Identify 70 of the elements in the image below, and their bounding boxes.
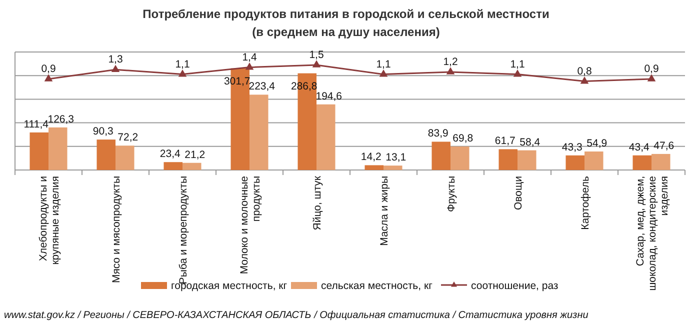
legend-label: сельская местность, кг: [321, 280, 433, 292]
data-label: 54,9: [586, 137, 608, 150]
point: [178, 69, 187, 77]
data-label: 13,1: [386, 152, 406, 164]
bar: [432, 142, 450, 170]
data-label: 83,9: [428, 128, 448, 140]
chart-title: Потребление продуктов питания в городской и сельской местности: [142, 7, 550, 21]
data-label: 47,6: [654, 140, 674, 152]
point: [245, 62, 254, 70]
data-label: 1,1: [510, 58, 525, 70]
point: [379, 69, 388, 77]
data-label: 194,6: [316, 90, 342, 102]
x-tick-label: Овощи: [512, 176, 524, 210]
bar: [632, 155, 652, 170]
bar: [116, 146, 134, 170]
data-label: 58,4: [520, 136, 540, 148]
text: www.stat.gov.kz / Регионы / СЕВЕРО-КАЗАХСТАНСКАЯ ОБЛАСТЬ / Официальная статистика / Статистика уровня жизни: [4, 310, 589, 321]
x-tick-label: Сахар, мед, джем, шоколад, кондитерские изделия: [634, 176, 670, 291]
data-label: 0,8: [577, 65, 592, 78]
bar: [164, 162, 182, 170]
data-label: 14,2: [360, 151, 382, 164]
point: [513, 69, 522, 77]
x-tick-label: Молоко и молочные продукты: [238, 176, 262, 274]
data-label: 0,9: [41, 62, 56, 75]
data-label: 72,2: [118, 132, 138, 144]
bar: [498, 149, 518, 170]
x-tick-label: Хлебопродукты и крупяные изделия: [38, 176, 62, 265]
bar: [96, 140, 116, 170]
bar: [364, 165, 384, 170]
data-label: 1,1: [175, 58, 190, 70]
point: [580, 76, 589, 84]
data-label: 111,4: [24, 118, 49, 130]
bar: [518, 150, 536, 170]
legend-label: соотношение, раз: [471, 280, 558, 292]
point: [446, 67, 455, 74]
data-label: 1,4: [242, 51, 257, 64]
data-label: 1,5: [309, 48, 324, 61]
x-tick-label: Фрукты: [446, 176, 458, 212]
data-label: 43,4: [628, 141, 650, 154]
data-label: 90,3: [92, 126, 114, 138]
data-label: 1,1: [376, 58, 391, 70]
bar: [584, 151, 604, 170]
data-label: 1,3: [108, 54, 123, 66]
bar: [316, 104, 336, 170]
data-label: 61,7: [494, 135, 516, 148]
x-tick-label: Мясо и мясопродукты: [110, 176, 122, 284]
bar: [182, 162, 202, 170]
data-label: 69,8: [452, 132, 474, 144]
point: [111, 64, 120, 72]
chart-subtitle: (в среднем на душу населения): [252, 25, 440, 39]
point: [44, 74, 53, 82]
data-label: 23,4: [160, 148, 180, 160]
data-label: 43,3: [562, 141, 582, 154]
data-label: 0,9: [644, 62, 659, 75]
bar: [250, 94, 268, 170]
x-tick-label: Рыба и морепродукты: [178, 176, 190, 284]
data-label: 126,3: [48, 113, 74, 126]
bar: [384, 166, 402, 170]
x-tick-label: Яйцо, штук: [312, 176, 324, 230]
bar: [30, 132, 48, 170]
x-tick-label: Картофель: [580, 175, 592, 230]
x-tick-label: Масла и жиры: [378, 176, 390, 246]
data-label: 21,2: [184, 148, 206, 161]
bar: [566, 155, 584, 170]
point: [647, 74, 656, 82]
data-label: 1,2: [443, 56, 458, 68]
bar: [48, 127, 68, 170]
point: [312, 60, 321, 68]
bar: [450, 146, 470, 170]
bar: [652, 154, 670, 170]
